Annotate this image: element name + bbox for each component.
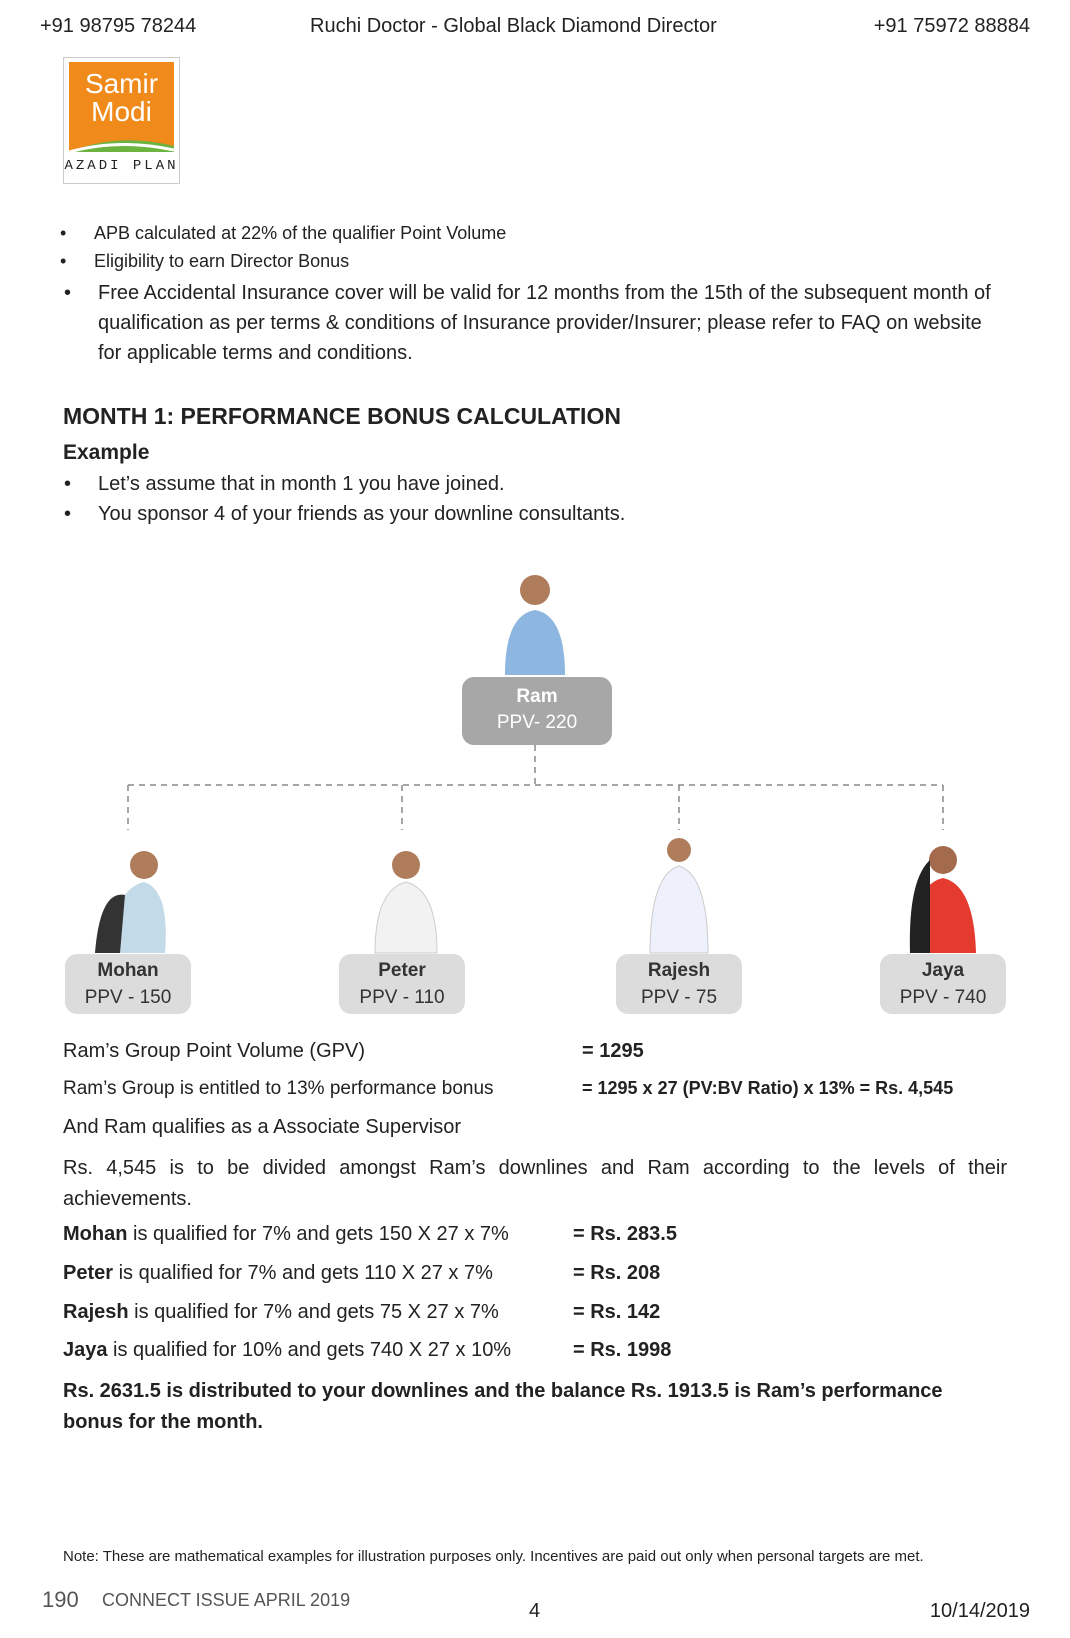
logo: Samir Modi AZADI PLAN bbox=[63, 57, 180, 184]
page-number: 190 bbox=[42, 1587, 79, 1612]
page-center: 4 bbox=[529, 1600, 541, 1622]
payout-value: = Rs. 1998 bbox=[573, 1339, 672, 1361]
node-ppv: PPV - 740 bbox=[899, 987, 987, 1008]
payout-text: is qualified for 7% and gets 110 X 27 x … bbox=[113, 1262, 493, 1284]
logo-line1: Samir bbox=[84, 68, 159, 99]
example-label: Example bbox=[63, 441, 150, 464]
payout: Rajesh is qualified for 7% and gets 75 X… bbox=[63, 1301, 499, 1324]
phone-right: +91 75972 88884 bbox=[873, 15, 1030, 37]
child-node: Mohan PPV - 150 bbox=[65, 954, 191, 1014]
node-ppv: PPV - 110 bbox=[359, 987, 445, 1008]
node-ppv: PPV - 75 bbox=[640, 987, 718, 1008]
node-ppv: PPV- 220 bbox=[496, 712, 578, 733]
row-value: = 1295 x 27 (PV:BV Ratio) x 13% = Rs. 4,… bbox=[582, 1078, 954, 1098]
row-label: Ram’s Group Point Volume (GPV) bbox=[63, 1040, 365, 1062]
note: Note: These are mathematical examples fo… bbox=[63, 1548, 924, 1565]
section-title: MONTH 1: PERFORMANCE BONUS CALCULATION bbox=[63, 403, 621, 429]
person-ram bbox=[505, 575, 565, 675]
child-node: Peter PPV - 110 bbox=[339, 954, 465, 1014]
person bbox=[374, 851, 438, 954]
payout-value: = Rs. 142 bbox=[573, 1301, 661, 1323]
payout: Mohan is qualified for 7% and gets 150 X… bbox=[63, 1223, 509, 1246]
payout-name: Mohan bbox=[63, 1223, 128, 1245]
qualifies: And Ram qualifies as a Associate Supervi… bbox=[63, 1116, 461, 1138]
bullet: Free Accidental Insurance cover will be … bbox=[64, 278, 1008, 368]
payout-name: Peter bbox=[63, 1262, 114, 1284]
root-node: Ram PPV- 220 bbox=[462, 677, 612, 745]
payout-text: is qualified for 7% and gets 75 X 27 x 7… bbox=[128, 1301, 499, 1323]
child-node: Jaya PPV - 740 bbox=[880, 954, 1006, 1014]
date: 10/14/2019 bbox=[929, 1600, 1030, 1622]
tree-lines bbox=[95, 575, 976, 954]
bullet: Eligibility to earn Director Bonus bbox=[60, 251, 349, 272]
node-name: Mohan bbox=[97, 960, 159, 981]
payout-text: is qualified for 10% and gets 740 X 27 x… bbox=[107, 1339, 512, 1361]
node-name: Peter bbox=[378, 960, 426, 981]
payout-text: is qualified for 7% and gets 150 X 27 x … bbox=[127, 1223, 509, 1245]
issue: CONNECT ISSUE APRIL 2019 bbox=[102, 1590, 351, 1610]
node-ppv: PPV - 150 bbox=[84, 987, 172, 1008]
person bbox=[909, 846, 976, 953]
person bbox=[649, 838, 709, 954]
payout: Peter is qualified for 7% and gets 110 X… bbox=[63, 1262, 493, 1285]
payout-value: = Rs. 283.5 bbox=[573, 1223, 677, 1245]
node-name: Jaya bbox=[921, 960, 965, 981]
row-value: = 1295 bbox=[582, 1040, 644, 1062]
header-title: Ruchi Doctor - Global Black Diamond Dire… bbox=[310, 15, 717, 37]
logo-line2: Modi bbox=[91, 96, 152, 127]
payout-name: Rajesh bbox=[63, 1301, 129, 1323]
payout: Jaya is qualified for 10% and gets 740 X… bbox=[63, 1339, 511, 1362]
bullet: You sponsor 4 of your friends as your do… bbox=[64, 503, 625, 526]
logo-sub: AZADI PLAN bbox=[64, 158, 179, 174]
logo-swoosh bbox=[69, 140, 174, 152]
payout-name: Jaya bbox=[63, 1339, 108, 1361]
row-label: Ram’s Group is entitled to 13% performan… bbox=[63, 1078, 494, 1099]
division: Rs. 4,545 is to be divided amongst Ram’s… bbox=[63, 1157, 1007, 1210]
bullet: Let’s assume that in month 1 you have jo… bbox=[64, 473, 505, 496]
conclusion: Rs. 2631.5 is distributed to your downli… bbox=[63, 1380, 943, 1433]
node-name: Ram bbox=[516, 686, 558, 707]
phone-left: +91 98795 78244 bbox=[40, 15, 197, 37]
bullet: APB calculated at 22% of the qualifier P… bbox=[60, 223, 506, 244]
child-node: Rajesh PPV - 75 bbox=[616, 954, 742, 1014]
node-name: Rajesh bbox=[647, 960, 711, 981]
payout-value: = Rs. 208 bbox=[573, 1262, 661, 1284]
logo-bg: Samir Modi bbox=[69, 62, 174, 152]
person bbox=[95, 851, 166, 953]
